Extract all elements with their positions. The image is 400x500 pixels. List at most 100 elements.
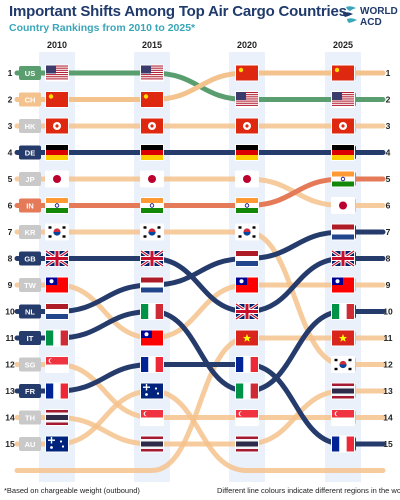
country-code: AU [25, 440, 36, 449]
flag-icon-tw-2015 [140, 329, 164, 347]
series-line-ch [14, 70, 386, 103]
flag-icon-kr-2010 [45, 223, 69, 241]
rank-number: 9 [8, 280, 13, 290]
flag-icon-kr-2025 [331, 356, 355, 373]
left-rank-badge-6: 6 IN [8, 198, 41, 213]
series-line-it [14, 308, 386, 394]
flag-icon-ch-2020 [235, 64, 259, 82]
flag-icon-nl-2010 [45, 303, 69, 320]
rank-number: 5 [8, 174, 13, 184]
series-line-nl [14, 229, 386, 314]
rank-number: 15 [383, 439, 393, 449]
flag-icon-it-2020 [235, 382, 259, 400]
country-code: FR [25, 387, 36, 396]
rank-number: 3 [386, 121, 391, 131]
rank-number: 10 [383, 307, 393, 317]
flag-icon-tw-2020 [235, 276, 259, 294]
chart-title: Important Shifts Among Top Air Cargo Cou… [9, 3, 347, 20]
series-line-jp [14, 176, 386, 208]
flag-icon-kr-2020 [235, 223, 259, 241]
bump-chart: 2010 2015 2020 2025 1 US 2 CH 3 HK 4 DE 5 JP 6 IN 7 KR 8 G… [5, 40, 393, 482]
series-line-gb [14, 255, 386, 315]
left-rank-badge-7: 7 KR [8, 225, 41, 239]
rank-number: 6 [8, 201, 13, 211]
country-code: GB [24, 255, 36, 264]
logo-line-2: ACD [360, 17, 382, 28]
flag-icon-vn-2025 [331, 329, 355, 347]
flag-icon-jp-2015 [140, 170, 164, 188]
left-rank-badge-5: 5 JP [8, 172, 41, 186]
footnote: *Based on chargeable weight (outbound) [4, 486, 140, 495]
flag-icon-tw-2025 [331, 276, 355, 294]
chart-subtitle: Country Rankings from 2010 to 2025* [9, 22, 196, 34]
rank-number: 11 [384, 333, 393, 343]
flag-icon-gb-2010 [45, 249, 69, 268]
flag-icon-in-2025 [331, 170, 355, 188]
left-rank-badge-10: 10 NL [5, 304, 41, 319]
rank-number: 14 [383, 413, 393, 423]
flag-icon-sg-2020 [235, 409, 259, 426]
left-rank-badge-11: 11 IT [6, 331, 41, 345]
flag-icon-kr-2015 [140, 223, 164, 241]
flag-icon-hk-2010 [45, 117, 69, 135]
country-code: JP [25, 175, 34, 184]
rank-number: 12 [383, 360, 393, 370]
flag-icon-in-2010 [45, 197, 69, 214]
rank-number: 15 [5, 439, 15, 449]
flag-icon-de-2015 [140, 144, 164, 161]
rank-number: 13 [5, 386, 15, 396]
flag-icon-vn-2020 [235, 329, 259, 347]
country-code: SG [25, 361, 36, 370]
rank-number: 8 [8, 254, 13, 264]
country-code: KR [25, 228, 36, 237]
year-label-2020: 2020 [237, 40, 257, 50]
flag-icon-th-2010 [45, 409, 69, 426]
flag-icon-th-2020 [235, 435, 259, 453]
flag-icon-it-2015 [140, 303, 164, 320]
rank-number: 14 [5, 413, 15, 423]
rank-number: 4 [386, 148, 391, 158]
country-code: IN [26, 202, 34, 211]
logo-line-1: WORLD [360, 6, 398, 17]
left-rank-badge-14: 14 TH [5, 410, 41, 425]
flag-icon-fr-2020 [235, 356, 259, 373]
flag-icon-sg-2015 [140, 409, 164, 426]
rank-number: 13 [383, 386, 393, 396]
rank-number: 5 [386, 174, 391, 184]
flag-icon-jp-2010 [45, 170, 69, 188]
rank-number: 1 [386, 68, 391, 78]
rank-number: 6 [386, 201, 391, 211]
flag-icon-nl-2020 [235, 250, 259, 267]
flag-icon-us-2020 [235, 91, 259, 108]
flag-icon-us-2010 [45, 64, 69, 82]
flag-icon-de-2025 [331, 144, 355, 161]
rank-number: 3 [8, 121, 13, 131]
flag-icon-jp-2020 [235, 170, 259, 188]
series-line-vn [14, 335, 386, 474]
country-code: US [25, 69, 35, 78]
country-code: TH [25, 414, 35, 423]
flag-icon-hk-2020 [235, 117, 259, 135]
flag-icon-au-2015 [140, 382, 164, 400]
rank-number: 12 [5, 360, 15, 370]
year-labels: 2010 2015 2020 2025 [47, 40, 353, 50]
color-note: Different line colours indicate differen… [217, 486, 400, 495]
logo-text: WORLD ACD [360, 6, 400, 28]
rank-number: 4 [8, 148, 13, 158]
flag-icon-sg-2025 [331, 409, 355, 426]
series-line-th [14, 388, 386, 447]
flag-icon-fr-2010 [45, 382, 69, 400]
flag-icon-gb-2025 [331, 249, 355, 268]
world-acd-logo [343, 6, 357, 23]
left-rank-badge-15: 15 AU [5, 437, 41, 451]
country-code: CH [25, 96, 36, 105]
rank-number: 2 [8, 95, 13, 105]
rank-number: 2 [386, 95, 391, 105]
flag-icon-gb-2020 [235, 302, 259, 321]
flag-icon-it-2025 [331, 303, 355, 320]
flag-icon-th-2025 [331, 382, 355, 400]
rank-number: 9 [386, 280, 391, 290]
country-code: DE [25, 149, 35, 158]
flag-icon-ch-2010 [45, 91, 69, 108]
flag-icon-hk-2015 [140, 117, 164, 135]
